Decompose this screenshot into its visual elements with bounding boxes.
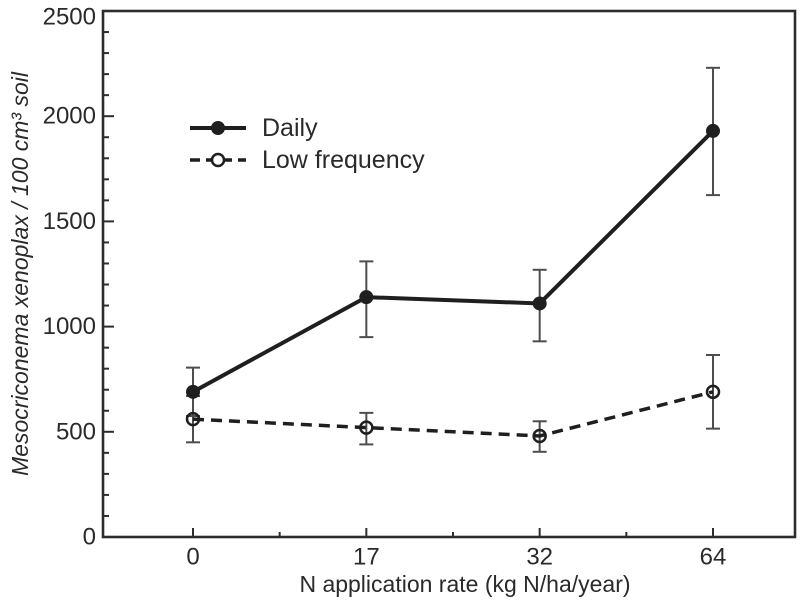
y-tick-label: 2000 [43, 103, 96, 130]
x-axis: 0 17 32 64 [186, 528, 726, 571]
y-axis-title: Mesocriconema xenoplax / 100 cm³ soil [7, 71, 33, 476]
y-tick-label: 1500 [43, 208, 96, 235]
plot-border [101, 9, 797, 539]
legend: Daily Low frequency [190, 114, 425, 174]
y-tick-label: 0 [83, 524, 96, 551]
series-markers-low-frequency [185, 384, 721, 444]
legend-label: Low frequency [262, 146, 425, 174]
data-point-filled-circle [532, 296, 547, 311]
x-tick-label: 32 [526, 544, 553, 571]
data-point-filled-circle [706, 123, 720, 138]
data-point-open-circle [532, 428, 547, 444]
x-axis-title: N application rate (kg N/ha/year) [299, 571, 630, 597]
y-tick-label: 500 [56, 418, 96, 445]
y-tick-label: 1000 [43, 313, 96, 340]
x-tick-label: 64 [700, 544, 727, 571]
legend-filled-circle-marker [211, 121, 225, 135]
x-tick-label: 17 [353, 544, 380, 571]
series-markers-daily [186, 123, 720, 399]
series-line-low-frequency [192, 390, 714, 438]
data-point-filled-circle [186, 384, 200, 399]
data-point-open-circle [185, 411, 201, 427]
data-point-open-circle [705, 384, 721, 400]
legend-label: Daily [262, 114, 318, 142]
x-tick-label: 0 [186, 544, 199, 571]
series-line-daily [192, 129, 715, 394]
legend-open-circle-marker [210, 152, 226, 168]
y-axis: 0 500 1000 1500 2000 2500 [43, 4, 114, 551]
data-point-filled-circle [359, 290, 374, 305]
y-tick-label: 2500 [43, 4, 96, 31]
data-point-open-circle [359, 420, 374, 435]
